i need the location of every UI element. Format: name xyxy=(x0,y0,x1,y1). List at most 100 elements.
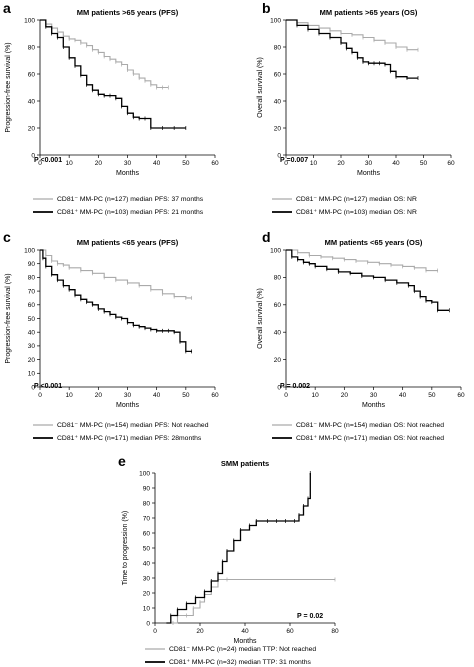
chart-panel-b: b MM patients >65 years (OS) 0 20 40 60 80 100 0… xyxy=(257,0,455,216)
legend-label-1: CD81⁻ MM-PC (n=154) median PFS: Not reac… xyxy=(57,422,209,429)
y-tick-label: 10 xyxy=(28,371,36,378)
x-tick-label: 20 xyxy=(95,160,103,167)
x-axis-label: Months xyxy=(234,638,257,645)
p-value: P <0.001 xyxy=(34,157,62,164)
chart-panel-c: c MM patients <65 years (PFS) 0 10 20 30 40 50 6… xyxy=(3,229,219,442)
y-tick-label: 100 xyxy=(270,17,281,24)
y-tick-label: 20 xyxy=(274,125,282,132)
x-tick-label: 0 xyxy=(284,392,288,399)
series-line-2 xyxy=(166,473,311,624)
y-tick-label: 0 xyxy=(31,384,35,391)
x-tick-label: 30 xyxy=(124,160,132,167)
x-tick-label: 80 xyxy=(331,628,339,635)
panel-letter: a xyxy=(3,0,11,16)
y-tick-label: 30 xyxy=(28,343,36,350)
legend-label-2: CD81⁺ MM-PC (n=103) median PFS: 21 month… xyxy=(57,209,204,216)
y-tick-label: 40 xyxy=(143,560,151,567)
y-tick-label: 70 xyxy=(143,515,151,522)
p-value: P <0.001 xyxy=(34,383,62,390)
x-axis-label: Months xyxy=(116,402,139,409)
x-tick-label: 60 xyxy=(211,392,219,399)
x-tick-label: 40 xyxy=(241,628,249,635)
x-axis-label: Months xyxy=(357,170,380,177)
chart-panel-a: a MM patients >65 years (PFS) 0 20 40 60 80 100… xyxy=(3,0,219,216)
series-line-1 xyxy=(40,19,169,89)
x-tick-label: 10 xyxy=(312,392,320,399)
y-tick-label: 40 xyxy=(274,98,282,105)
y-tick-label: 90 xyxy=(143,485,151,492)
x-tick-label: 30 xyxy=(124,392,132,399)
series-line-1 xyxy=(286,249,438,272)
legend-label-1: CD81⁻ MM-PC (n=24) median TTP: Not reach… xyxy=(169,646,316,653)
x-tick-label: 40 xyxy=(399,392,407,399)
y-axis-label: Overall survival (%) xyxy=(257,288,264,349)
x-tick-label: 60 xyxy=(211,160,219,167)
y-tick-label: 100 xyxy=(24,247,35,254)
y-tick-label: 20 xyxy=(28,125,36,132)
legend-label-2: CD81⁺ MM-PC (n=103) median OS: NR xyxy=(296,209,417,216)
y-axis-label: Progression-free survival (%) xyxy=(5,42,12,132)
y-tick-label: 60 xyxy=(274,302,282,309)
x-tick-label: 30 xyxy=(365,160,373,167)
y-tick-label: 90 xyxy=(28,261,36,268)
y-tick-label: 50 xyxy=(143,545,151,552)
y-tick-label: 0 xyxy=(277,384,281,391)
series-line-2 xyxy=(286,249,450,311)
x-tick-label: 60 xyxy=(457,392,465,399)
y-axis-label: Overall survival (%) xyxy=(257,57,264,118)
y-tick-label: 0 xyxy=(146,620,150,627)
x-tick-label: 0 xyxy=(153,628,157,635)
y-tick-label: 50 xyxy=(28,316,36,323)
y-tick-label: 80 xyxy=(274,44,282,51)
y-tick-label: 60 xyxy=(28,302,36,309)
y-tick-label: 40 xyxy=(28,98,36,105)
x-tick-label: 20 xyxy=(95,392,103,399)
y-tick-label: 60 xyxy=(143,530,151,537)
x-tick-label: 30 xyxy=(370,392,378,399)
y-tick-label: 80 xyxy=(274,275,282,282)
chart-title: MM patients <65 years (OS) xyxy=(325,238,423,247)
y-tick-label: 80 xyxy=(28,44,36,51)
chart-panel-e: e SMM patients 0 10 20 30 40 50 60 70 80 90 100 0 20 40… xyxy=(118,453,339,666)
chart-title: SMM patients xyxy=(221,459,269,468)
legend-label-2: CD81⁺ MM-PC (n=171) median OS: Not reach… xyxy=(296,435,444,442)
p-value: P =0.007 xyxy=(280,157,308,164)
x-tick-label: 10 xyxy=(66,160,74,167)
panel-letter: e xyxy=(118,453,126,469)
legend-label-2: CD81⁺ MM-PC (n=32) median TTP: 31 months xyxy=(169,659,312,666)
panel-letter: b xyxy=(262,0,271,16)
x-tick-label: 0 xyxy=(38,392,42,399)
chart-title: MM patients >65 years (PFS) xyxy=(77,8,179,17)
x-tick-label: 60 xyxy=(447,160,455,167)
x-tick-label: 20 xyxy=(196,628,204,635)
y-tick-label: 100 xyxy=(139,470,150,477)
panel-letter: d xyxy=(262,229,271,245)
y-tick-label: 60 xyxy=(274,71,282,78)
y-tick-label: 0 xyxy=(277,152,281,159)
y-tick-label: 40 xyxy=(274,330,282,337)
y-tick-label: 60 xyxy=(28,71,36,78)
y-tick-label: 100 xyxy=(270,247,281,254)
chart-title: MM patients >65 years (OS) xyxy=(320,8,418,17)
x-tick-label: 0 xyxy=(38,160,42,167)
legend-label-2: CD81⁺ MM-PC (n=171) median PFS: 28months xyxy=(57,435,202,442)
x-tick-label: 50 xyxy=(420,160,428,167)
x-tick-label: 20 xyxy=(341,392,349,399)
x-tick-label: 0 xyxy=(284,160,288,167)
x-tick-label: 20 xyxy=(337,160,345,167)
y-tick-label: 20 xyxy=(274,357,282,364)
y-tick-label: 20 xyxy=(28,357,36,364)
y-axis-label: Time to progression (%) xyxy=(122,511,129,585)
y-tick-label: 100 xyxy=(24,17,35,24)
series-line-2 xyxy=(286,19,418,79)
chart-title: MM patients <65 years (PFS) xyxy=(77,238,179,247)
y-tick-label: 70 xyxy=(28,288,36,295)
legend-label-1: CD81⁻ MM-PC (n=127) median PFS: 37 month… xyxy=(57,196,204,203)
x-tick-label: 50 xyxy=(182,160,190,167)
y-tick-label: 20 xyxy=(143,590,151,597)
p-value: P = 0.002 xyxy=(280,383,310,390)
y-tick-label: 80 xyxy=(28,275,36,282)
y-tick-label: 40 xyxy=(28,330,36,337)
y-tick-label: 10 xyxy=(143,605,151,612)
